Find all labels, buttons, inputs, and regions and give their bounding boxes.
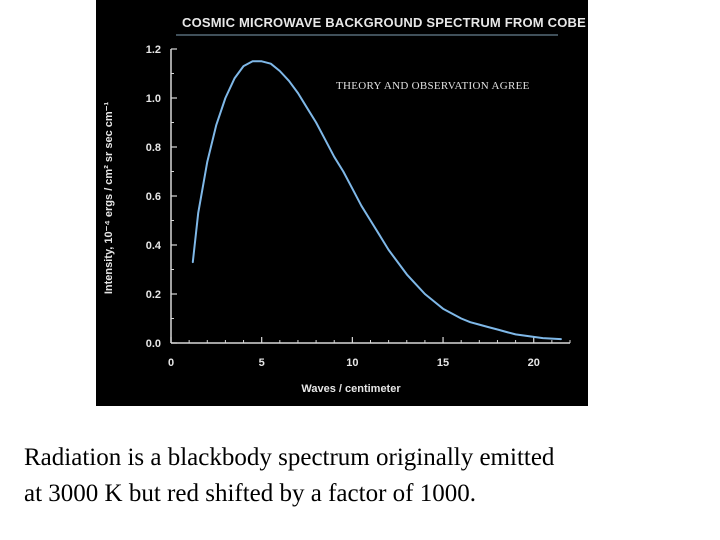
x-axis-label: Waves / centimeter — [301, 383, 401, 395]
x-tick-label: 5 — [259, 357, 265, 369]
chart-panel: COSMIC MICROWAVE BACKGROUND SPECTRUM FRO… — [96, 0, 588, 406]
chart-annotation: THEORY AND OBSERVATION AGREE — [336, 80, 530, 92]
x-tick-label: 15 — [437, 357, 449, 369]
chart-title: COSMIC MICROWAVE BACKGROUND SPECTRUM FRO… — [182, 15, 586, 30]
chart-svg: COSMIC MICROWAVE BACKGROUND SPECTRUM FRO… — [103, 15, 586, 395]
y-tick-label: 0.0 — [146, 338, 161, 350]
y-tick-label: 1.0 — [146, 93, 161, 105]
y-tick-label: 0.6 — [146, 191, 161, 203]
caption: Radiation is a blackbody spectrum origin… — [24, 440, 714, 512]
x-tick-label: 20 — [528, 357, 540, 369]
caption-line-1: Radiation is a blackbody spectrum origin… — [24, 444, 555, 471]
spectrum-curve — [191, 60, 562, 341]
y-tick-label: 0.2 — [146, 289, 161, 301]
plot-layer: 0.0 0.2 0.4 0.6 0.8 1.0 1.2 0 5 10 15 20 — [146, 44, 571, 369]
y-tick-label: 0.8 — [146, 142, 161, 154]
y-axis-label: Intensity, 10⁻⁴ ergs / cm² sr sec cm⁻¹ — [103, 102, 115, 295]
x-tick-label: 10 — [346, 357, 358, 369]
caption-line-2: at 3000 K but red shifted by a factor of… — [24, 480, 476, 507]
y-tick-label: 0.4 — [146, 240, 162, 252]
y-tick-label: 1.2 — [146, 44, 161, 56]
x-tick-label: 0 — [168, 357, 174, 369]
